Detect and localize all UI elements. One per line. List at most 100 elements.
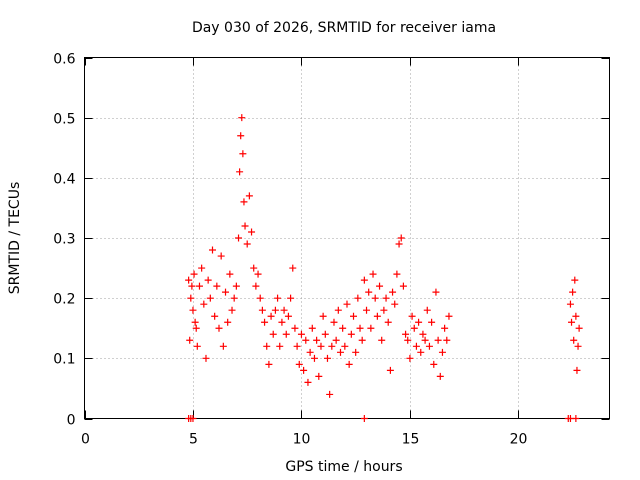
data-point <box>326 390 334 398</box>
data-point <box>345 360 353 368</box>
data-point <box>397 234 405 242</box>
data-point <box>289 264 297 272</box>
data-point <box>395 240 403 248</box>
data-point <box>284 312 292 320</box>
data-point <box>438 348 446 356</box>
data-point <box>358 336 366 344</box>
data-point <box>566 300 574 308</box>
data-point <box>365 288 373 296</box>
data-point <box>186 336 194 344</box>
data-point <box>310 354 318 362</box>
data-point <box>402 330 410 338</box>
data-point <box>189 306 197 314</box>
data-point <box>248 228 256 236</box>
data-point <box>202 354 210 362</box>
data-point <box>334 306 342 314</box>
data-point <box>206 294 214 302</box>
data-point <box>238 114 246 122</box>
data-point <box>363 306 371 314</box>
data-point <box>367 324 375 332</box>
data-point <box>434 336 442 344</box>
data-point <box>219 342 227 350</box>
data-point <box>393 270 401 278</box>
data-point <box>441 324 449 332</box>
data-point <box>230 294 238 302</box>
data-point <box>419 330 427 338</box>
data-point <box>425 342 433 350</box>
data-point <box>204 276 212 284</box>
data-point <box>188 282 196 290</box>
y-tick-label: 0.2 <box>53 292 75 308</box>
data-point <box>189 415 197 422</box>
data-point <box>373 312 381 320</box>
data-point <box>185 276 193 284</box>
data-point <box>417 348 425 356</box>
data-point <box>240 198 248 206</box>
data-point <box>354 294 362 302</box>
data-point <box>278 318 286 326</box>
data-point <box>243 240 251 248</box>
data-point <box>191 318 199 326</box>
data-point <box>360 276 368 284</box>
data-point <box>352 348 360 356</box>
data-point <box>302 336 310 344</box>
data-point <box>258 306 266 314</box>
data-point <box>192 324 200 332</box>
data-point <box>239 150 247 158</box>
data-point <box>443 336 451 344</box>
x-tick-label: 20 <box>510 432 528 448</box>
data-point <box>226 270 234 278</box>
data-point <box>341 342 349 350</box>
data-point <box>315 372 323 380</box>
data-point <box>317 342 325 350</box>
data-point <box>572 312 580 320</box>
data-point <box>287 294 295 302</box>
data-point <box>445 312 453 320</box>
data-point <box>570 336 578 344</box>
data-point <box>410 324 418 332</box>
x-axis-label: GPS time / hours <box>285 459 402 475</box>
chart-title: Day 030 of 2026, SRMTID for receiver iam… <box>192 20 496 36</box>
x-tick-label: 15 <box>402 432 420 448</box>
data-point <box>237 132 245 140</box>
data-point <box>263 342 271 350</box>
y-tick-label: 0.1 <box>53 352 75 368</box>
data-point <box>222 288 230 296</box>
data-point <box>369 270 377 278</box>
data-point <box>339 324 347 332</box>
data-point <box>291 324 299 332</box>
data-point <box>193 342 201 350</box>
data-point <box>336 348 344 356</box>
data-point <box>195 282 203 290</box>
data-point <box>282 330 290 338</box>
data-point <box>304 378 312 386</box>
data-point <box>254 270 262 278</box>
data-point <box>308 324 316 332</box>
data-point <box>323 354 331 362</box>
data-point <box>332 336 340 344</box>
data-point <box>271 306 279 314</box>
data-point <box>293 342 301 350</box>
data-point <box>274 294 282 302</box>
data-point <box>404 336 412 344</box>
data-point <box>276 342 284 350</box>
data-point <box>432 288 440 296</box>
data-point <box>306 348 314 356</box>
data-point <box>573 366 581 374</box>
data-point <box>436 372 444 380</box>
data-point <box>217 252 225 260</box>
data-point <box>215 324 223 332</box>
y-tick-label: 0.3 <box>53 232 75 248</box>
data-point <box>360 415 368 422</box>
data-point <box>382 294 390 302</box>
data-point <box>380 306 388 314</box>
x-tick-label: 0 <box>81 432 90 448</box>
data-point <box>384 318 392 326</box>
data-point <box>241 222 249 230</box>
data-point <box>252 282 260 290</box>
data-point <box>269 330 277 338</box>
data-point <box>406 354 414 362</box>
data-point <box>190 270 198 278</box>
